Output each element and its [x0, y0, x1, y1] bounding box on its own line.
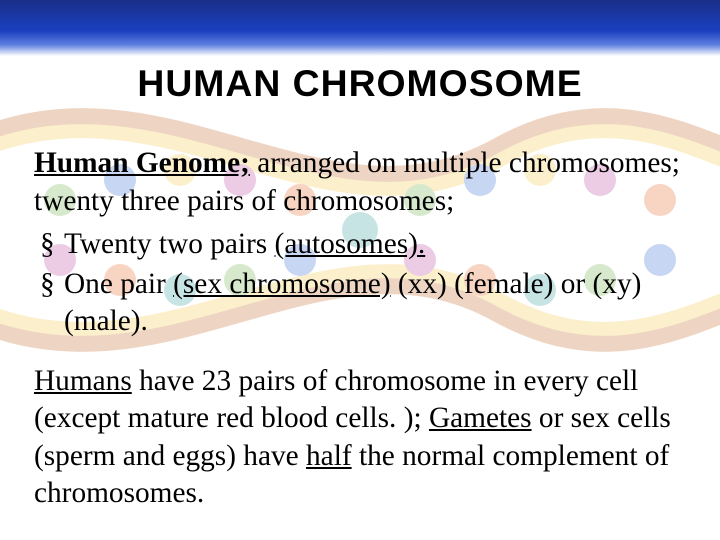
- bullet-list: Twenty two pairs (autosomes). One pair (…: [34, 226, 680, 341]
- bullet-underline: (autosomes).: [275, 228, 426, 260]
- bullet-underline: (sex chromosome): [173, 268, 390, 300]
- header-band: [0, 0, 720, 56]
- bullet-pre: Twenty two pairs: [64, 228, 275, 260]
- p2-underline-2: Gametes: [429, 402, 532, 434]
- bullet-item: Twenty two pairs (autosomes).: [34, 226, 680, 264]
- intro-lead: Human Genome;: [34, 147, 250, 179]
- bullet-pre: One pair: [64, 268, 173, 300]
- bullet-item: One pair (sex chromosome) (xx) (female) …: [34, 266, 680, 341]
- slide-title: HUMAN CHROMOSOME: [0, 62, 720, 105]
- slide-body: Human Genome; arranged on multiple chrom…: [34, 145, 680, 513]
- p2-underline-1: Humans: [34, 365, 132, 397]
- p2-underline-3: half: [306, 440, 352, 472]
- second-paragraph: Humans have 23 pairs of chromosome in ev…: [34, 363, 680, 513]
- slide: HUMAN CHROMOSOME Human Genome; arranged …: [0, 0, 720, 540]
- intro-paragraph: Human Genome; arranged on multiple chrom…: [34, 145, 680, 220]
